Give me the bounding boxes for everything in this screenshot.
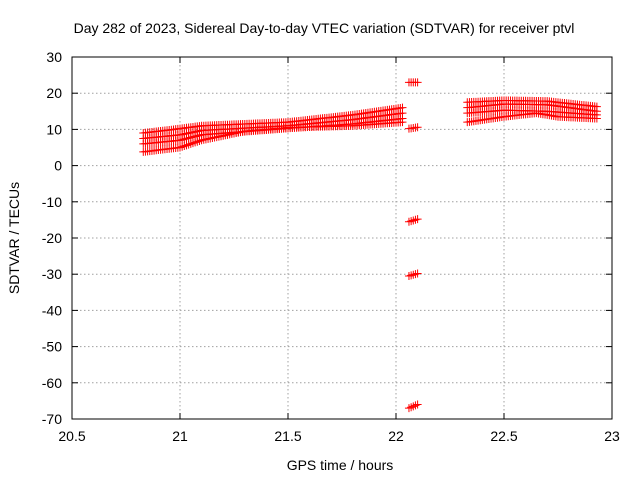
y-tick-label: -60 — [42, 375, 62, 391]
data-point — [182, 134, 191, 143]
data-point — [407, 271, 416, 280]
data-point — [398, 118, 407, 127]
data-point — [191, 138, 200, 147]
data-point — [193, 137, 202, 146]
x-axis-label: GPS time / hours — [287, 457, 394, 473]
series-track-5 — [404, 78, 422, 87]
data-point — [592, 114, 601, 123]
data-marks — [139, 78, 601, 413]
series-track-4 — [139, 118, 407, 156]
data-point — [407, 217, 416, 226]
x-tick-labels: 20.5 21 21.5 22 22.5 23 — [58, 428, 620, 444]
series-track-9 — [404, 400, 422, 413]
series-track-13 — [463, 109, 601, 127]
data-point — [413, 123, 422, 132]
x-tick-label: 20.5 — [58, 428, 85, 444]
data-point — [186, 139, 195, 148]
y-tick-label: 0 — [54, 158, 62, 174]
data-point — [182, 141, 191, 150]
data-point — [178, 135, 187, 144]
data-point — [413, 269, 422, 278]
data-point — [411, 215, 420, 224]
y-tick-label: -30 — [42, 266, 62, 282]
data-point — [413, 78, 422, 87]
x-tick-label: 21 — [172, 428, 188, 444]
chart-title: Day 282 of 2023, Sidereal Day-to-day VTE… — [74, 20, 575, 36]
data-point — [409, 402, 418, 411]
series-track-6 — [404, 123, 422, 133]
data-point — [411, 401, 420, 410]
data-point — [409, 216, 418, 225]
data-point — [195, 136, 204, 145]
y-tick-label: -20 — [42, 230, 62, 246]
data-point — [184, 140, 193, 149]
series-track-8 — [404, 269, 422, 281]
data-point — [404, 404, 413, 413]
data-point — [409, 270, 418, 279]
data-point — [178, 142, 187, 151]
data-point — [180, 142, 189, 151]
y-tick-label: 20 — [46, 85, 62, 101]
y-tick-label: 10 — [46, 121, 62, 137]
x-tick-label: 22.5 — [490, 428, 517, 444]
y-tick-labels: 30 20 10 0 -10 -20 -30 -40 -50 -60 -70 — [42, 49, 62, 427]
y-axis-label: SDTVAR / TECUs — [6, 182, 22, 294]
data-point — [407, 403, 416, 412]
x-tick-label: 21.5 — [274, 428, 301, 444]
x-tick-label: 22 — [388, 428, 404, 444]
y-tick-label: -40 — [42, 302, 62, 318]
axis-ticks — [71, 56, 613, 420]
y-tick-label: -50 — [42, 339, 62, 355]
data-point — [176, 143, 184, 152]
y-tick-label: -10 — [42, 194, 62, 210]
data-point — [411, 270, 420, 279]
y-tick-label: 30 — [46, 49, 62, 65]
series-track-7 — [404, 215, 422, 226]
data-point — [176, 136, 184, 145]
data-point — [404, 272, 413, 281]
data-point — [404, 217, 413, 226]
data-point — [188, 139, 197, 148]
data-point — [413, 215, 422, 224]
data-point — [180, 135, 189, 144]
x-tick-label: 23 — [604, 428, 620, 444]
y-tick-label: -70 — [42, 411, 62, 427]
data-point — [413, 400, 422, 409]
